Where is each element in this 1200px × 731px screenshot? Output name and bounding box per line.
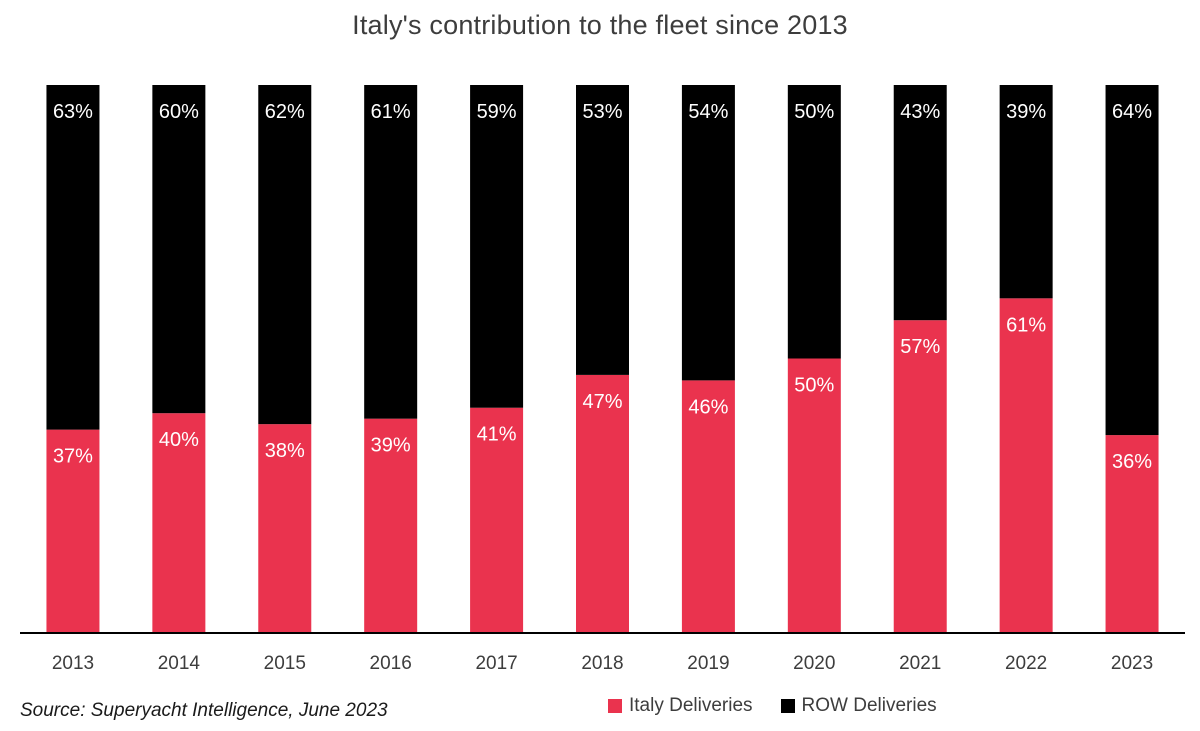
data-label-row-2017: 59% [477,101,517,123]
bar-segment-italy-2016 [364,418,418,632]
chart-title: Italy's contribution to the fleet since … [352,10,848,40]
data-label-italy-2023: 36% [1112,451,1152,473]
data-label-row-2013: 63% [53,101,93,123]
data-label-row-2014: 60% [159,101,199,123]
x-tick-label-2023: 2023 [1111,653,1153,674]
bar-segment-row-2016 [364,85,418,419]
legend-swatch-italy [608,699,622,713]
x-tick-label-2016: 2016 [370,653,412,674]
data-label-italy-2022: 61% [1006,314,1046,336]
source-note: Source: Superyacht Intelligence, June 20… [20,700,388,721]
x-tick-label-2018: 2018 [581,653,623,674]
data-label-italy-2013: 37% [53,446,93,468]
bar-segment-italy-2020 [787,358,841,632]
bar-segment-italy-2023 [1105,435,1159,632]
chart-legend: Italy Deliveries ROW Deliveries [608,695,965,717]
bar-segment-row-2013 [46,85,100,430]
legend-item-italy: Italy Deliveries [608,695,753,717]
bar-segment-row-2023 [1105,85,1159,436]
data-label-row-2020: 50% [794,101,834,123]
data-label-italy-2017: 41% [477,424,517,446]
legend-label-row: ROW Deliveries [801,695,937,716]
data-label-row-2015: 62% [265,101,305,123]
bar-segment-italy-2017 [470,407,524,632]
bar-segment-row-2020 [787,85,841,359]
bar-segment-italy-2018 [576,374,629,632]
bar-segment-italy-2022 [999,298,1053,632]
data-label-italy-2016: 39% [371,435,411,457]
x-tick-label-2014: 2014 [158,653,201,674]
bar-segment-row-2015 [258,85,312,425]
legend-label-italy: Italy Deliveries [629,695,753,716]
x-tick-label-2022: 2022 [1005,653,1047,674]
bar-segment-row-2014 [152,85,206,414]
bar-segment-row-2022 [999,85,1053,299]
data-label-row-2018: 53% [582,101,622,123]
x-tick-label-2013: 2013 [52,653,94,674]
data-label-row-2016: 61% [371,101,411,123]
bar-segment-italy-2019 [681,380,735,632]
x-tick-label-2020: 2020 [793,653,835,674]
legend-item-row: ROW Deliveries [780,695,937,717]
bar-segment-italy-2015 [258,424,312,632]
bar-segment-italy-2021 [893,320,947,632]
data-label-italy-2021: 57% [900,336,940,358]
data-label-italy-2014: 40% [159,429,199,451]
bar-segment-row-2021 [893,85,947,321]
bar-segment-row-2019 [681,85,735,381]
bar-segment-row-2018 [576,85,629,375]
data-label-row-2019: 54% [688,101,728,123]
bar-segment-italy-2013 [46,429,100,632]
x-tick-label-2019: 2019 [687,653,729,674]
data-label-row-2021: 43% [900,101,940,123]
x-tick-label-2021: 2021 [899,653,941,674]
bar-segment-row-2017 [470,85,524,408]
x-tick-label-2015: 2015 [264,653,306,674]
data-label-italy-2015: 38% [265,440,305,462]
legend-swatch-row [780,699,795,713]
data-label-row-2022: 39% [1006,101,1046,123]
data-label-italy-2018: 47% [582,391,622,413]
data-label-row-2023: 64% [1112,101,1152,123]
x-tick-label-2017: 2017 [475,653,517,674]
data-label-italy-2019: 46% [688,396,728,418]
data-label-italy-2020: 50% [794,375,834,397]
bar-segment-italy-2014 [152,413,206,632]
